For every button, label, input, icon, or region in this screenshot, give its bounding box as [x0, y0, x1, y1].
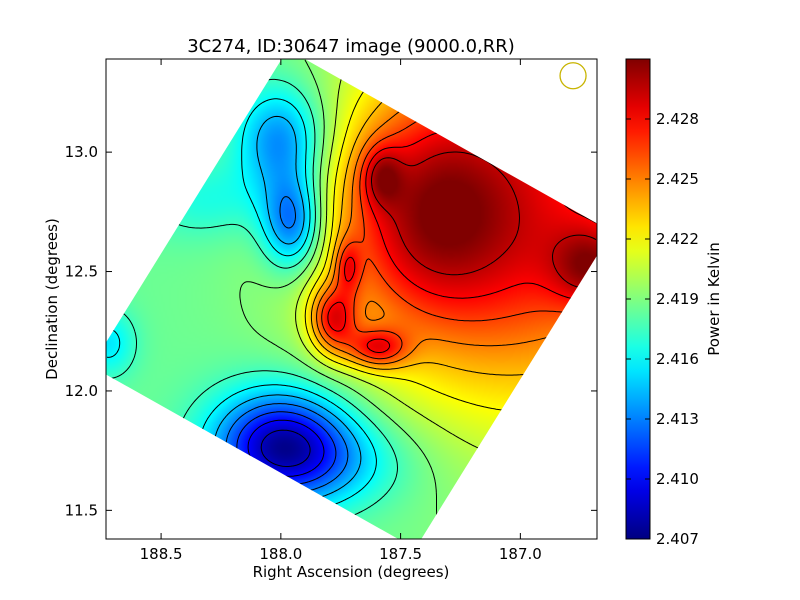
plot-frame [105, 58, 598, 540]
heatmap-image [106, 59, 597, 539]
x-tick-label: 187.5 [379, 545, 422, 563]
chart-title: 3C274, ID:30647 image (9000.0,RR) [187, 36, 515, 57]
y-tick-label: 13.0 [65, 143, 98, 161]
colorbar-tick-label: 2.428 [656, 110, 699, 128]
y-tick-label: 12.5 [65, 263, 98, 281]
x-axis-label: Right Ascension (degrees) [253, 563, 450, 581]
contour-level-4 [213, 115, 362, 503]
x-tick-label: 188.0 [259, 545, 302, 563]
beam-marker [559, 62, 587, 90]
colorbar-label: Power in Kelvin [705, 242, 723, 356]
colorbar-tick-label: 2.410 [656, 470, 699, 488]
y-tick-label: 11.5 [65, 501, 98, 519]
y-axis: 13.0 12.5 12.0 11.5 [65, 143, 597, 519]
x-tick-label: 187.0 [499, 545, 542, 563]
y-axis-label: Declination (degrees) [43, 218, 61, 380]
contour-level-7 [239, 59, 451, 539]
contour-level-0 [260, 429, 311, 467]
colorbar-tick-label: 2.425 [656, 170, 699, 188]
contour-level-14 [371, 151, 597, 289]
colorbar-tick-label: 2.422 [656, 230, 699, 248]
colorbar-tick-label: 2.416 [656, 350, 699, 368]
x-axis: 188.5 188.0 187.5 187.0 [140, 59, 542, 563]
y-tick-label: 12.0 [65, 382, 98, 400]
x-tick-label: 188.5 [140, 545, 183, 563]
colorbar-tick-label: 2.413 [656, 410, 699, 428]
colorbar-tick-label: 2.407 [656, 530, 699, 548]
colorbar-tick-label: 2.419 [656, 290, 699, 308]
colorbar-ticks: 2.407 2.410 2.413 2.416 2.419 2.422 2.425 2.428 [626, 110, 699, 548]
contour-level-5 [106, 98, 377, 514]
